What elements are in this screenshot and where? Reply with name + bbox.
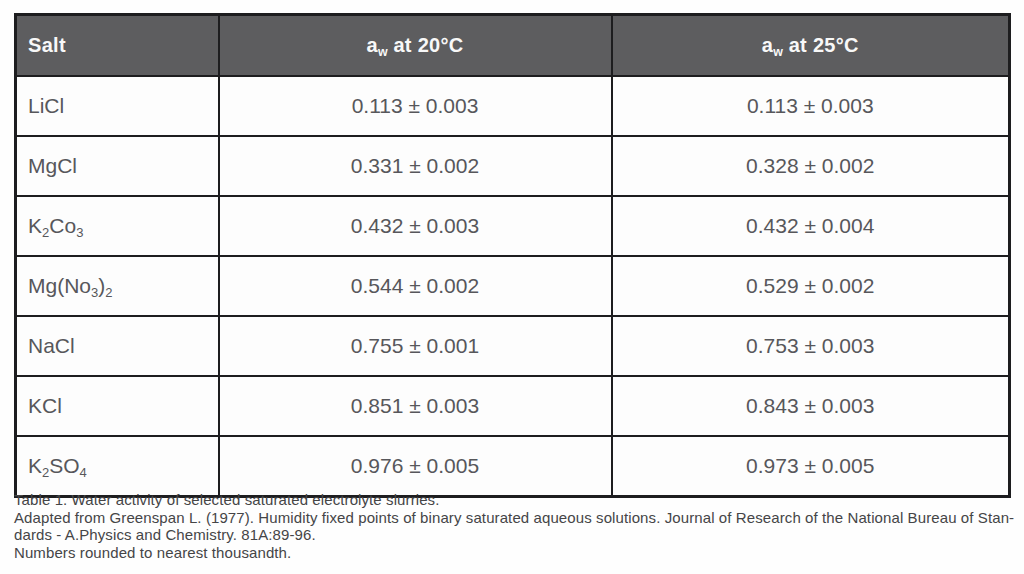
header-salt: Salt <box>16 15 219 77</box>
salt-name: NaCl <box>16 316 219 376</box>
table-row: K2Co3 0.432 ± 0.003 0.432 ± 0.004 <box>16 196 1010 256</box>
salt-name: K2SO4 <box>16 436 219 497</box>
aw25-value: 0.973 ± 0.005 <box>612 436 1010 497</box>
caption-line-source-2: dards - A.Physics and Chemistry. 81A:89-… <box>14 526 1016 544</box>
aw25-value: 0.753 ± 0.003 <box>612 316 1010 376</box>
subscript: 3 <box>76 225 83 240</box>
aw20-value: 0.113 ± 0.003 <box>219 76 612 136</box>
aw25-value: 0.843 ± 0.003 <box>612 376 1010 436</box>
aw20-value: 0.755 ± 0.001 <box>219 316 612 376</box>
subscript: 2 <box>42 225 49 240</box>
subscript: w <box>773 45 783 59</box>
document-page: Salt aw at 20°C aw at 25°C LiCl 0.113 ± … <box>0 0 1024 574</box>
aw25-value: 0.432 ± 0.004 <box>612 196 1010 256</box>
subscript: 2 <box>105 285 112 300</box>
table-caption: Table 1. Water activity of selected satu… <box>14 491 1016 561</box>
caption-line-note: Numbers rounded to nearest thousandth. <box>14 544 1016 562</box>
header-aw-20c: aw at 20°C <box>219 15 612 77</box>
aw20-value: 0.331 ± 0.002 <box>219 136 612 196</box>
table-row: K2SO4 0.976 ± 0.005 0.973 ± 0.005 <box>16 436 1010 497</box>
header-aw-25c: aw at 25°C <box>612 15 1010 77</box>
salt-name: LiCl <box>16 76 219 136</box>
subscript: w <box>378 45 388 59</box>
salt-name: MgCl <box>16 136 219 196</box>
table-row: LiCl 0.113 ± 0.003 0.113 ± 0.003 <box>16 76 1010 136</box>
caption-line-title: Table 1. Water activity of selected satu… <box>14 491 1016 509</box>
aw25-value: 0.113 ± 0.003 <box>612 76 1010 136</box>
subscript: 4 <box>80 465 87 480</box>
aw20-value: 0.976 ± 0.005 <box>219 436 612 497</box>
table-row: MgCl 0.331 ± 0.002 0.328 ± 0.002 <box>16 136 1010 196</box>
table-row: Mg(No3)2 0.544 ± 0.002 0.529 ± 0.002 <box>16 256 1010 316</box>
aw20-value: 0.851 ± 0.003 <box>219 376 612 436</box>
table-row: NaCl 0.755 ± 0.001 0.753 ± 0.003 <box>16 316 1010 376</box>
aw20-value: 0.432 ± 0.003 <box>219 196 612 256</box>
aw25-value: 0.529 ± 0.002 <box>612 256 1010 316</box>
subscript: 3 <box>91 285 98 300</box>
aw20-value: 0.544 ± 0.002 <box>219 256 612 316</box>
header-row: Salt aw at 20°C aw at 25°C <box>16 15 1010 77</box>
aw25-value: 0.328 ± 0.002 <box>612 136 1010 196</box>
water-activity-table: Salt aw at 20°C aw at 25°C LiCl 0.113 ± … <box>14 13 1011 498</box>
subscript: 2 <box>42 465 49 480</box>
table-row: KCl 0.851 ± 0.003 0.843 ± 0.003 <box>16 376 1010 436</box>
salt-name: K2Co3 <box>16 196 219 256</box>
salt-name: KCl <box>16 376 219 436</box>
salt-name: Mg(No3)2 <box>16 256 219 316</box>
caption-line-source-1: Adapted from Greenspan L. (1977). Humidi… <box>14 509 1016 527</box>
